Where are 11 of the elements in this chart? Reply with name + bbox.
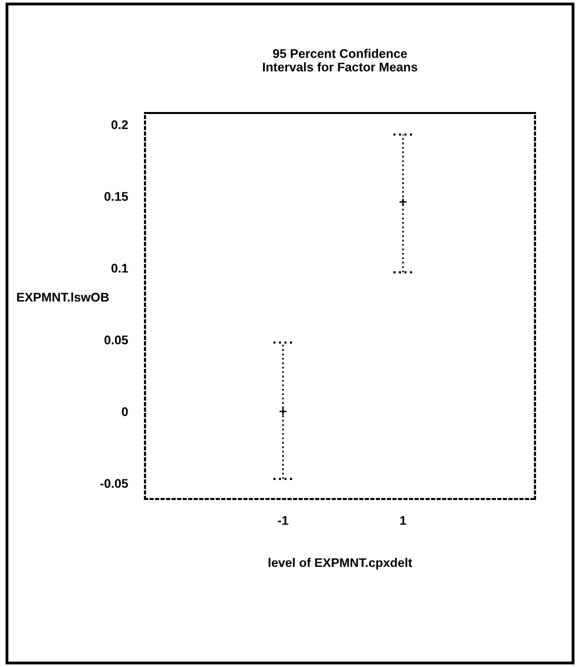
y-tick-label: 0.05 bbox=[104, 336, 128, 344]
y-tick-label: 0.1 bbox=[111, 264, 128, 273]
y-tick-label: 0.2 bbox=[111, 120, 128, 130]
y-tick-label: 0 bbox=[122, 407, 128, 416]
y-tick-label: 0.15 bbox=[104, 192, 128, 201]
chart-title: 95 Percent Confidence Intervals for Factor Means bbox=[263, 48, 418, 72]
x-tick-label: -1 bbox=[278, 516, 288, 525]
y-axis-title: EXPMNT.lswOB bbox=[17, 292, 109, 302]
x-axis-title: level of EXPMNT.cpxdelt bbox=[268, 558, 412, 570]
x-tick-label: 1 bbox=[400, 516, 406, 525]
y-tick-label: -0.05 bbox=[100, 479, 128, 488]
